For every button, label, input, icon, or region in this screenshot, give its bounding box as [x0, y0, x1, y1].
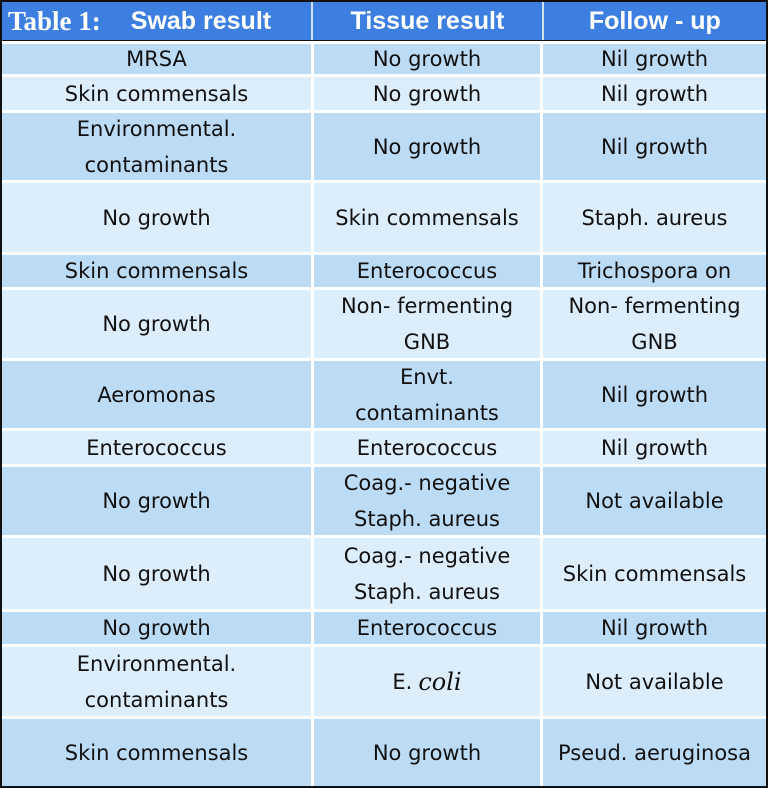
follow-up-cell: Nil growth: [600, 81, 709, 106]
follow-up-cell: Nil growth: [600, 47, 709, 71]
tissue-result-cell: No growth: [314, 113, 543, 180]
table-row: No growth Skin commensals Staph. aureus: [2, 180, 766, 252]
table-row: MRSA No growth Nil growth: [2, 41, 766, 74]
table-row: Skin commensals No growth Nil growth: [2, 74, 766, 110]
table-row: No growth Enterococcus Nil growth: [2, 609, 766, 644]
header-tissue: Tissue result: [313, 2, 544, 40]
tissue-result-cell: Enterococcus: [314, 255, 543, 287]
swab-result-cell: No growth: [2, 183, 314, 252]
swab-result-cell: Skin commensals: [2, 719, 314, 786]
swab-result-cell: No growth: [2, 467, 314, 535]
table-header: Table 1: Swab result Tissue result Follo…: [2, 2, 766, 43]
tissue-italic: coli: [418, 667, 462, 696]
follow-up-cell: Pseud. aeruginosa: [557, 740, 751, 765]
swab-result-cell: Aeromonas: [2, 361, 314, 428]
table-row: Skin commensals No growth Pseud. aeruginos…: [2, 716, 766, 786]
follow-up-cell: Not available: [585, 489, 724, 513]
swab-result-cell: MRSA: [2, 44, 314, 74]
table-row: Enterococcus Enterococcus Nil growth: [2, 428, 766, 464]
follow-up-cell: Nil growth: [600, 435, 709, 460]
swab-result-cell: No growth: [2, 538, 314, 609]
swab-result-cell: No growth: [2, 612, 314, 644]
table-row: Skin commensals Enterococcus Trichospora o…: [2, 252, 766, 287]
follow-up-cell: Nil growth: [600, 616, 709, 640]
tissue-result-cell: No growth: [314, 719, 543, 786]
tissue-result-cell: Envt. contaminants: [314, 361, 543, 428]
follow-up-cell: Skin commensals: [562, 561, 747, 586]
tissue-result-cell: E. coli: [314, 647, 543, 716]
swab-result-cell: Environmental. contaminants: [2, 647, 314, 716]
follow-up-cell: Non- fermenting GNB: [568, 294, 741, 354]
follow-up-cell: Nil growth: [600, 134, 709, 159]
swab-result-cell: Enterococcus: [2, 431, 314, 464]
table-row: No growth Non- fermenting GNB Non- ferment…: [2, 287, 766, 358]
tissue-result-cell: Skin commensals: [314, 183, 543, 252]
table-row: No growth Coag.- negative Staph. aureus No…: [2, 464, 766, 535]
header-swab-label: Swab result: [130, 6, 272, 35]
table-caption: Table 1:: [8, 5, 101, 36]
table-row: Aeromonas Envt. contaminants Nil growth: [2, 358, 766, 428]
tissue-result-cell: Coag.- negative Staph. aureus: [314, 538, 543, 609]
swab-result-cell: Environmental. contaminants: [2, 113, 314, 180]
tissue-result-cell: Enterococcus: [314, 431, 543, 464]
table-row: No growth Coag.- negative Staph. aureus Sk…: [2, 535, 766, 609]
follow-up-cell: Trichospora on: [577, 259, 732, 283]
header-swab: Table 1: Swab result: [2, 2, 314, 40]
table-row: Environmental. contaminants E. coli Not ava…: [2, 644, 766, 716]
swab-result-cell: Skin commensals: [2, 77, 314, 110]
tissue-result-cell: Non- fermenting GNB: [314, 290, 543, 358]
swab-result-cell: Skin commensals: [2, 255, 314, 287]
swab-result-cell: No growth: [2, 290, 314, 358]
tissue-result-cell: No growth: [314, 44, 543, 74]
tissue-prefix: E.: [392, 669, 413, 694]
tissue-result-cell: No growth: [314, 77, 543, 110]
header-follow: Follow - up: [588, 6, 721, 35]
follow-up-cell: Nil growth: [600, 382, 709, 407]
tissue-result-cell: Enterococcus: [314, 612, 543, 644]
table-row: Environmental. contaminants No growth Nil …: [2, 110, 766, 180]
follow-up-cell: Staph. aureus: [581, 205, 728, 230]
tissue-result-cell: Coag.- negative Staph. aureus: [314, 467, 543, 535]
follow-up-cell: Not available: [585, 669, 724, 694]
